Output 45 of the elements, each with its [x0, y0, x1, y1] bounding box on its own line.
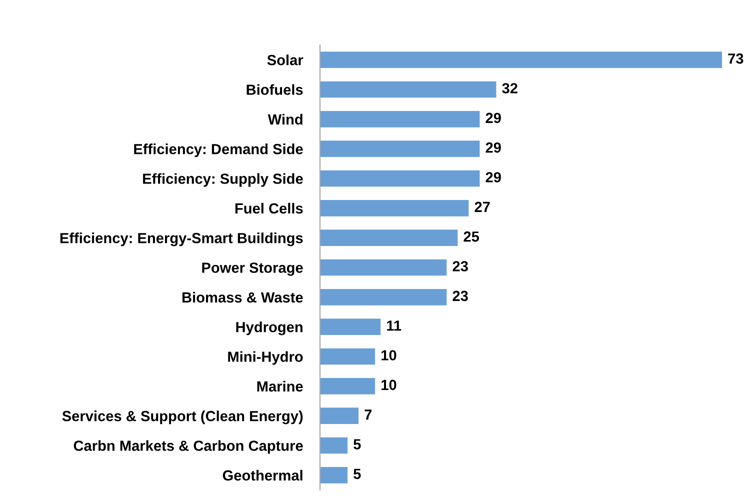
bar	[320, 378, 376, 394]
y-tick-label: Marine	[257, 380, 303, 392]
y-tick-label: Fuel Cells	[235, 202, 303, 214]
bar	[320, 52, 722, 68]
y-tick-label: Carbn Markets & Carbon Capture	[74, 440, 303, 454]
data-label: 5	[354, 468, 361, 480]
y-tick-label: Mini-Hydro	[228, 351, 303, 365]
y-tick-label: Solar	[267, 54, 304, 66]
bar	[320, 140, 480, 157]
bar	[320, 81, 496, 98]
bar	[320, 200, 469, 216]
data-label: 73	[728, 53, 744, 64]
bar	[320, 318, 381, 335]
data-label: 32	[502, 83, 518, 94]
bar	[320, 348, 376, 365]
data-label: 29	[486, 142, 501, 153]
y-tick-label: Biomass & Waste	[182, 292, 303, 303]
bar	[320, 259, 447, 276]
y-tick-label: Power Storage	[202, 262, 303, 276]
bar	[320, 170, 480, 187]
bar	[320, 408, 359, 424]
data-label: 25	[464, 231, 480, 242]
y-tick-label: Efficiency: Supply Side	[143, 173, 303, 187]
y-tick-label: Services & Support (Clean Energy)	[62, 410, 303, 424]
y-tick-label: Hydrogen	[236, 322, 302, 336]
bar	[320, 111, 480, 128]
data-label: 11	[387, 320, 402, 331]
y-tick-label: Geothermal	[222, 470, 302, 481]
data-label: 10	[382, 350, 396, 360]
data-label: 29	[486, 172, 501, 182]
y-tick-label: Efficiency: Demand Side	[134, 144, 303, 158]
y-tick-label: Wind	[268, 114, 302, 125]
data-label: 27	[474, 202, 490, 212]
data-label: 23	[452, 290, 468, 302]
y-tick-label: Biofuels	[246, 84, 303, 95]
y-tick-label: Efficiency: Energy-Smart Buildings	[60, 232, 303, 246]
data-label: 23	[452, 261, 468, 272]
bar	[320, 230, 458, 246]
bar	[320, 289, 447, 306]
data-label: 10	[382, 380, 396, 390]
data-label: 7	[364, 410, 372, 420]
data-label: 5	[354, 439, 361, 450]
bar	[320, 467, 348, 484]
data-label: 29	[486, 112, 501, 124]
bar	[320, 437, 348, 454]
